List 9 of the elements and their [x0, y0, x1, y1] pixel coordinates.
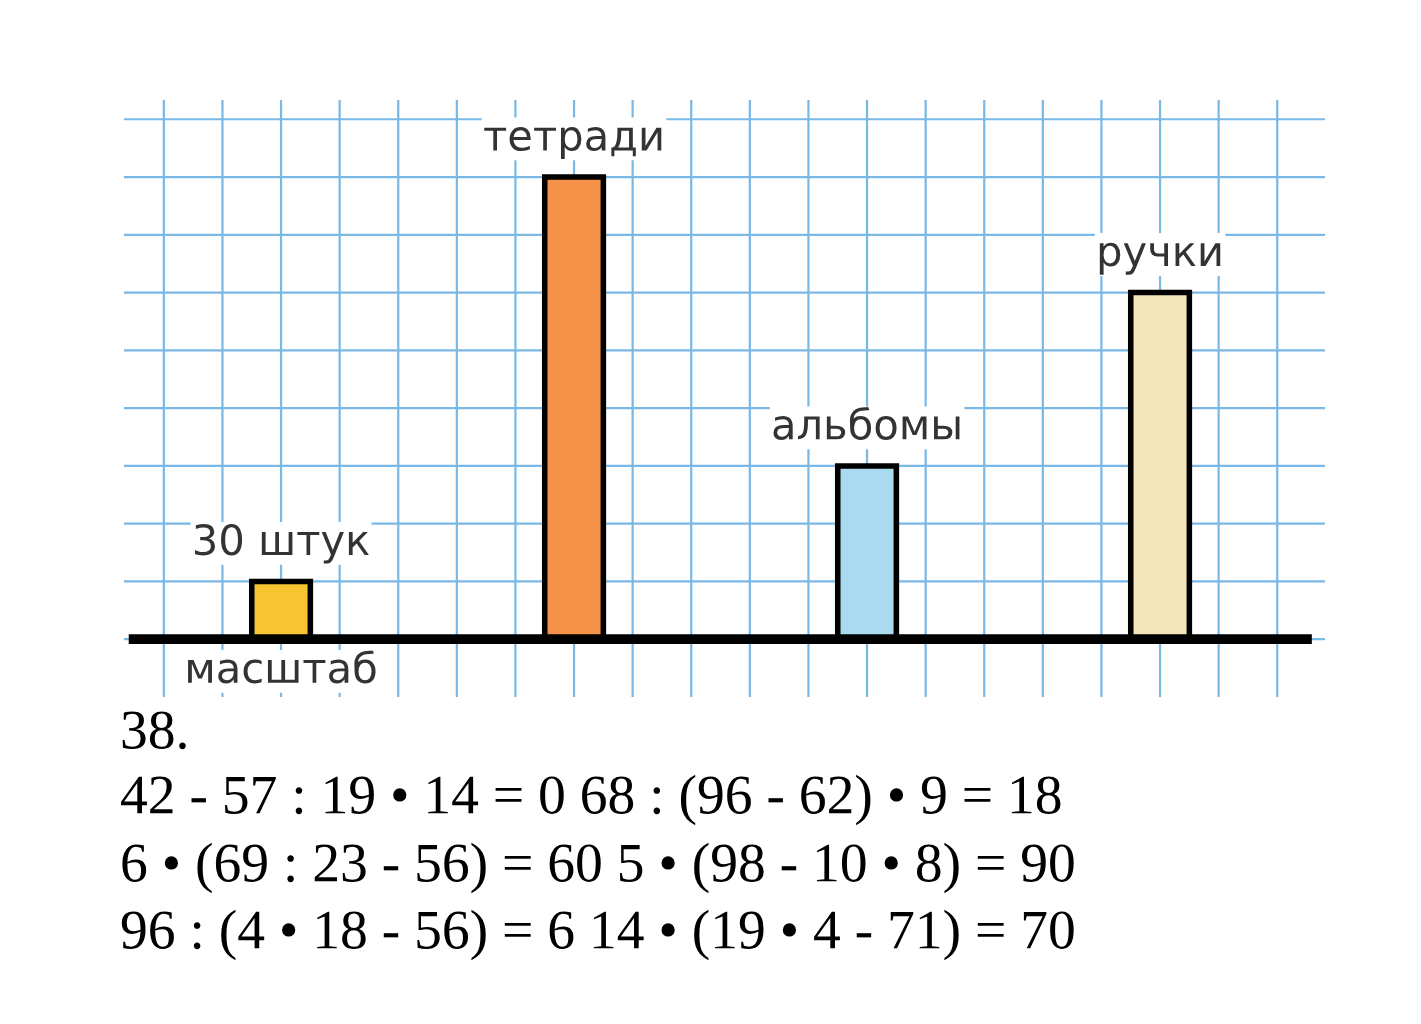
text: 6 • (69 : 23 - 56) = 60 5 • (98 - 10 • 8) = 90	[122, 842, 1074, 894]
data-label: тетради	[484, 127, 662, 160]
x-tick-label: масштаб	[188, 650, 376, 684]
text: 42 - 57 : 19 • 14 = 0 68 : (96 - 62) • 9 = 18	[121, 774, 1061, 826]
data-label: альбомы	[773, 406, 960, 440]
text: 96 : (4 • 18 - 56) = 6 14 • (19 • 4 - 71) = 70	[121, 909, 1074, 961]
text: 38.	[122, 711, 186, 750]
data-label: ручки	[1099, 242, 1221, 275]
data-label: 30 штук	[194, 523, 369, 564]
